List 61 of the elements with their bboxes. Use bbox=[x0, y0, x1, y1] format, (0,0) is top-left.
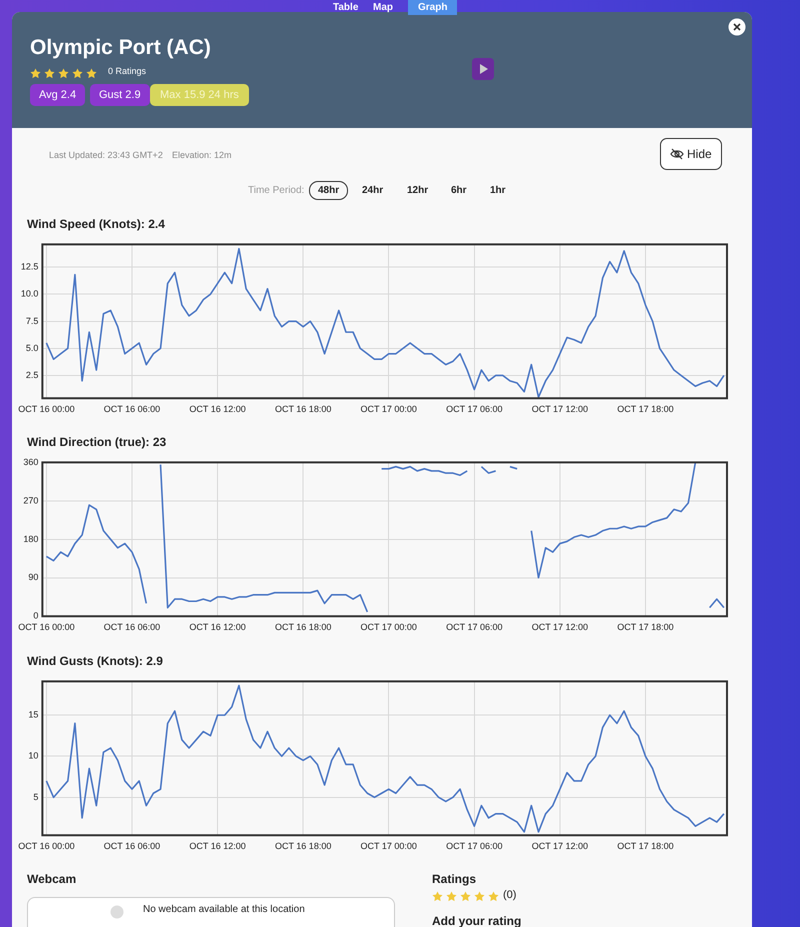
y-tick-label: 5.0 bbox=[26, 342, 38, 353]
x-tick-label: OCT 17 00:00 bbox=[360, 841, 417, 852]
x-tick-label: OCT 17 18:00 bbox=[617, 404, 674, 414]
y-tick-label: 270 bbox=[23, 495, 38, 506]
x-tick-label: OCT 17 18:00 bbox=[617, 841, 674, 852]
text: Table bbox=[333, 2, 358, 13]
y-tick-label: 90 bbox=[28, 572, 38, 582]
y-tick-label: 15 bbox=[28, 710, 38, 720]
x-tick-label: OCT 17 06:00 bbox=[446, 622, 502, 632]
x-tick-label: OCT 16 18:00 bbox=[274, 404, 332, 414]
text: (0) bbox=[503, 889, 516, 901]
y-tick-label: 10 bbox=[28, 750, 38, 761]
x-tick-label: OCT 16 00:00 bbox=[18, 841, 75, 852]
text: 0 Ratings bbox=[108, 66, 146, 76]
x-tick-label: OCT 16 06:00 bbox=[104, 622, 160, 632]
text: Time Period: bbox=[248, 185, 304, 196]
x-tick-label: OCT 16 00:00 bbox=[18, 622, 75, 632]
y-tick-label: 5 bbox=[33, 792, 38, 802]
text: Ratings bbox=[432, 872, 476, 886]
y-tick-label: 12.5 bbox=[20, 262, 38, 272]
text: 6hr bbox=[451, 185, 467, 196]
x-tick-label: OCT 17 12:00 bbox=[532, 622, 588, 632]
x-tick-label: OCT 17 00:00 bbox=[360, 404, 417, 414]
text: No webcam available at this location bbox=[143, 904, 305, 915]
text: Gust 2.9 bbox=[90, 84, 150, 106]
x-tick-label: OCT 17 06:00 bbox=[446, 404, 502, 414]
y-tick-label: 2.5 bbox=[26, 370, 38, 380]
text: Elevation: 12m bbox=[172, 150, 232, 160]
chart-title: Wind Speed (Knots): 2.4 bbox=[27, 217, 165, 231]
text: Webcam bbox=[27, 872, 76, 886]
x-tick-label: OCT 16 18:00 bbox=[274, 622, 332, 632]
x-tick-label: OCT 16 12:00 bbox=[189, 404, 246, 414]
x-tick-label: OCT 16 00:00 bbox=[18, 404, 75, 414]
x-tick-label: OCT 16 06:00 bbox=[104, 404, 160, 414]
text: 24hr bbox=[362, 185, 384, 196]
text: Map bbox=[373, 2, 393, 13]
y-tick-label: 0 bbox=[33, 610, 38, 621]
chart-title: Wind Direction (true): 23 bbox=[27, 435, 166, 449]
text: 1hr bbox=[490, 185, 506, 196]
x-tick-label: OCT 16 18:00 bbox=[274, 841, 332, 852]
text: Graph bbox=[408, 0, 458, 15]
text: Hide bbox=[660, 138, 722, 170]
text: Avg 2.4 bbox=[30, 84, 86, 106]
x-tick-label: OCT 17 12:00 bbox=[532, 841, 588, 852]
chart-title: Wind Gusts (Knots): 2.9 bbox=[27, 654, 163, 668]
x-tick-label: OCT 17 18:00 bbox=[617, 622, 674, 632]
y-tick-label: 7.5 bbox=[26, 316, 38, 326]
x-tick-label: OCT 16 06:00 bbox=[104, 841, 160, 852]
x-tick-label: OCT 17 06:00 bbox=[446, 841, 502, 852]
text: Last Updated: 23:43 GMT+2 bbox=[49, 150, 163, 160]
x-tick-label: OCT 17 00:00 bbox=[360, 622, 417, 632]
x-tick-label: OCT 16 12:00 bbox=[189, 841, 246, 852]
text: 12hr bbox=[407, 185, 428, 196]
text: 48hr bbox=[309, 181, 348, 200]
y-tick-label: 360 bbox=[23, 456, 38, 467]
y-tick-label: 10.0 bbox=[20, 288, 38, 299]
x-tick-label: OCT 17 12:00 bbox=[532, 404, 588, 414]
text: Max 15.9 24 hrs bbox=[150, 84, 249, 106]
x-tick-label: OCT 16 12:00 bbox=[189, 622, 246, 632]
y-tick-label: 180 bbox=[23, 534, 38, 544]
text: Olympic Port (AC) bbox=[30, 36, 211, 60]
